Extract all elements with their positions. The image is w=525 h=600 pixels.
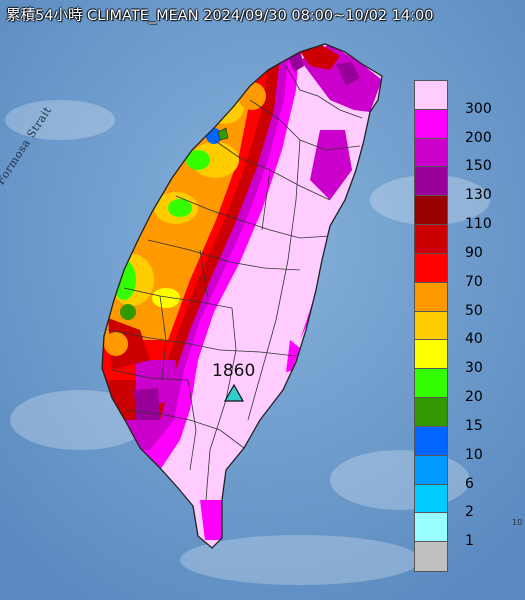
legend-swatch — [415, 196, 447, 226]
legend-swatch — [415, 81, 447, 110]
max-station-triangle-icon — [224, 384, 244, 402]
legend-swatch — [415, 109, 447, 139]
legend-label: 6 — [465, 475, 474, 492]
legend-label: 110 — [465, 216, 492, 233]
legend-swatch — [415, 455, 447, 485]
legend-swatch — [415, 253, 447, 283]
legend-label: 200 — [465, 129, 492, 146]
legend-swatch — [415, 282, 447, 312]
legend-swatch — [415, 167, 447, 197]
legend-label: 15 — [465, 417, 483, 434]
max-station-label: 1860 — [212, 361, 256, 381]
legend-swatch — [415, 225, 447, 254]
legend-label: 40 — [465, 331, 483, 348]
legend-label: 90 — [465, 244, 483, 261]
legend-swatch — [415, 138, 447, 168]
legend-label: 1 — [465, 533, 474, 550]
taiwan-outline — [101, 43, 383, 549]
legend-label: 20 — [465, 389, 483, 406]
legend-swatch — [415, 542, 447, 571]
legend-label: 2 — [465, 504, 474, 521]
legend-swatch — [415, 311, 447, 341]
legend-swatch — [415, 398, 447, 427]
legend-label: 150 — [465, 158, 492, 175]
legend-swatch — [415, 340, 447, 370]
legend-label: 300 — [465, 100, 492, 117]
legend-label: 50 — [465, 302, 483, 319]
legend-label: 130 — [465, 187, 492, 204]
legend-swatch — [415, 484, 447, 514]
legend-swatch — [415, 369, 447, 399]
legend-swatch — [415, 513, 447, 543]
legend-label: 70 — [465, 273, 483, 290]
corner-text: 10 — [512, 518, 523, 527]
map-title: 累積54小時 CLIMATE_MEAN 2024/09/30 08:00~10/… — [6, 8, 434, 24]
legend-bar — [414, 80, 448, 572]
legend-label: 10 — [465, 446, 483, 463]
legend-label: 30 — [465, 360, 483, 377]
island-nw — [217, 127, 229, 141]
legend-swatch — [415, 426, 447, 456]
